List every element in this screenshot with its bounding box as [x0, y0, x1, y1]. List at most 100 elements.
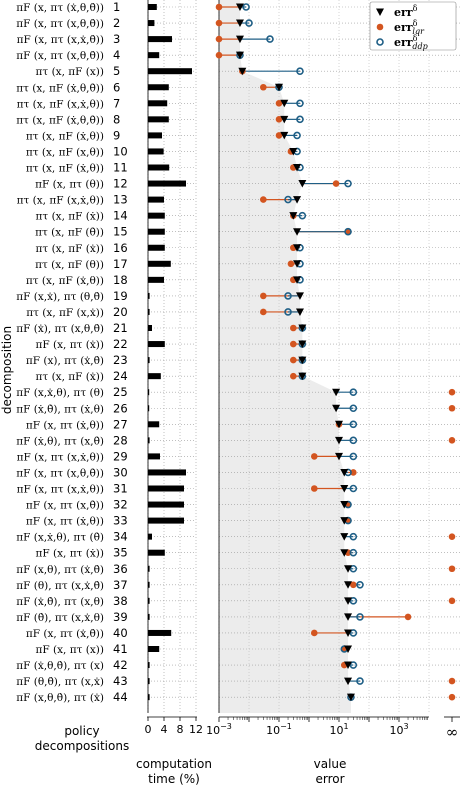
lqr-marker — [260, 308, 267, 316]
decomposition-label: πF (x, πτ (θ)) — [35, 179, 104, 191]
err-delta-marker — [238, 67, 247, 76]
decomposition-label: πF (x, πτ (ẋ)) — [36, 548, 104, 560]
decomposition-number: 16 — [113, 241, 128, 255]
ddp-marker — [298, 211, 307, 220]
ddp-marker — [293, 131, 301, 140]
footer-right-line1: value — [314, 757, 347, 771]
computation-time-bar — [148, 132, 162, 139]
ddp-marker — [349, 597, 358, 605]
decomposition-number: 10 — [113, 144, 128, 158]
decomposition-label: πτ (x, πF (ẋ,θ)) — [26, 163, 104, 175]
bar-x-tick-label: 8 — [177, 723, 184, 736]
err-delta-marker — [344, 581, 353, 589]
decomposition-number: 42 — [113, 658, 128, 672]
decomposition-number: 6 — [113, 80, 120, 94]
err-delta-marker — [235, 3, 244, 11]
decomposition-label: πF (x), πτ (ẋ,θ̇) — [26, 354, 104, 367]
decomposition-label: πτ (x, πF (ẋ)) — [36, 211, 104, 223]
decomposition-label: πF (x, πτ (x,ẋ,θ̇)) — [17, 33, 104, 46]
decomposition-number: 25 — [113, 385, 128, 399]
lqr-marker — [290, 324, 297, 332]
decomposition-number: 22 — [113, 337, 128, 351]
decomposition-number: 17 — [113, 257, 128, 271]
decomposition-label: πF (x, πτ (ẋ,θ)) — [26, 516, 104, 528]
err-delta-marker — [340, 549, 349, 557]
ddp-marker — [242, 3, 250, 11]
lqr-marker — [332, 180, 340, 187]
ddp-marker — [284, 308, 292, 316]
computation-time-bar — [148, 244, 165, 251]
lqr-marker — [290, 356, 297, 364]
computation-time-bar — [148, 260, 171, 267]
computation-time-bar — [148, 180, 186, 187]
legend-label: errδ lqr — [394, 19, 425, 36]
err-delta-marker — [298, 340, 307, 349]
ddp-marker — [349, 548, 358, 557]
shaded-region-fill — [219, 0, 351, 713]
decomposition-number: 33 — [113, 514, 128, 528]
decomposition-number: 24 — [113, 369, 128, 383]
decomposition-label: πF (x,ẋ), πτ (θ,θ̇) — [16, 290, 104, 303]
ddp-marker — [349, 661, 358, 669]
lqr-marker — [448, 597, 456, 605]
decomposition-number: 13 — [113, 193, 128, 207]
err-delta-marker — [298, 324, 307, 332]
error-x-tick-label: 10−1 — [266, 722, 292, 737]
decomposition-number: 5 — [113, 64, 120, 78]
err-delta-marker — [289, 212, 298, 220]
decomposition-label: πF (x, πτ (ẋ,θ)) — [26, 419, 104, 431]
lqr-marker — [310, 485, 318, 492]
legend-box — [369, 1, 457, 51]
lqr-marker — [448, 404, 456, 412]
err-delta-marker — [344, 613, 353, 621]
ddp-marker — [349, 484, 358, 493]
err-delta-marker — [340, 485, 349, 493]
decomposition-number: 18 — [113, 273, 128, 287]
lqr-marker — [290, 340, 297, 348]
ddp-marker — [349, 404, 358, 413]
ddp-marker — [296, 115, 304, 124]
computation-time-bar — [148, 20, 155, 27]
decomposition-number: 35 — [113, 546, 128, 560]
computation-time-bar — [148, 84, 169, 91]
computation-time-bar — [148, 597, 150, 604]
computation-time-bar — [148, 357, 150, 364]
decomposition-number: 26 — [113, 401, 128, 415]
decomposition-number: 15 — [113, 225, 128, 239]
ddp-marker — [344, 179, 352, 188]
decomposition-label: πF (x,ẋ,θ), πτ (θ̇) — [16, 531, 104, 544]
decomposition-number: 40 — [113, 626, 128, 640]
error-x-tick-label: 103 — [389, 722, 408, 737]
decomposition-label: πF (ẋ,θ̇), πτ (x,θ) — [16, 595, 104, 608]
axis-title-decomposition: decomposition — [0, 326, 14, 414]
err-delta-marker — [295, 308, 304, 316]
decomposition-label: πτ (x, πF (ẋ,θ)) — [26, 275, 104, 287]
err-delta-marker — [295, 292, 304, 300]
computation-time-bar — [148, 629, 172, 636]
legend-label: errδ — [394, 4, 418, 19]
computation-time-bar — [148, 565, 150, 572]
lqr-marker — [275, 116, 283, 123]
shaded-region — [219, 0, 351, 713]
computation-time-bar — [148, 646, 160, 652]
err-delta-marker — [235, 19, 244, 28]
ddp-marker — [356, 677, 364, 685]
err-delta-marker — [298, 356, 307, 365]
decomposition-number: 41 — [113, 642, 128, 656]
err-delta-marker — [332, 404, 341, 413]
computation-time-bar — [148, 613, 150, 620]
decomposition-number: 27 — [113, 417, 128, 431]
decomposition-label: πF (x,θ), πτ (ẋ,θ̇) — [16, 563, 104, 576]
decomposition-number: 31 — [113, 482, 128, 496]
lqr-marker — [290, 372, 297, 380]
ddp-marker — [349, 452, 358, 461]
decomposition-label: πF (x, πτ (x)) — [36, 644, 104, 656]
legend-marker-lqr — [376, 23, 384, 31]
err-delta-marker — [280, 115, 289, 124]
computation-time-bar — [148, 662, 150, 669]
footer-mid-line1: computation — [136, 757, 212, 771]
computation-time-bar — [148, 212, 165, 219]
computation-time-bar — [148, 405, 150, 412]
